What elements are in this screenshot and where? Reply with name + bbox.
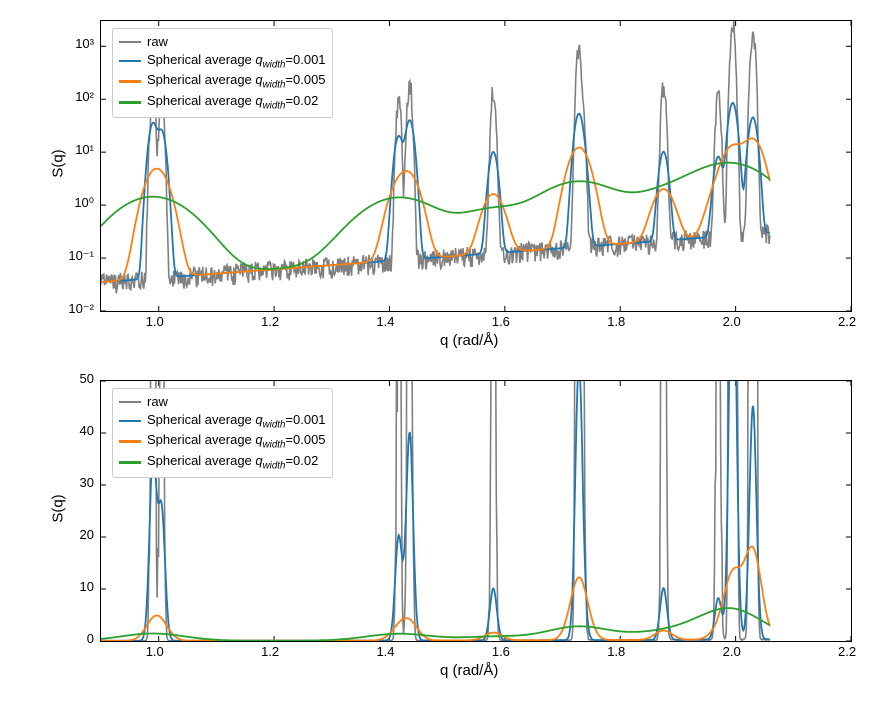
legend-top: rawSpherical average qwidth=0.001Spheric… [112,28,333,118]
legend-entry: raw [119,393,326,411]
legend-entry: Spherical average qwidth=0.001 [119,51,326,72]
xtick-label: 1.2 [261,644,279,659]
legend-label: Spherical average qwidth=0.001 [147,411,326,432]
ytick-label: 20 [80,527,94,542]
legend-swatch [119,440,141,443]
xtick-label: 1.4 [376,644,394,659]
xtick-label: 1.4 [376,314,394,329]
ytick-label: 10¹ [75,142,94,157]
ytick-label: 10⁻¹ [68,248,94,264]
ytick-label: 10⁰ [74,195,94,211]
legend-entry: Spherical average qwidth=0.005 [119,431,326,452]
legend-label: Spherical average qwidth=0.001 [147,51,326,72]
legend-entry: Spherical average qwidth=0.02 [119,452,326,473]
xtick-label: 1.6 [492,644,510,659]
ytick-label: 10 [80,579,94,594]
legend-swatch [119,401,141,404]
legend-label: Spherical average qwidth=0.02 [147,92,318,113]
xtick-label: 1.0 [146,314,164,329]
legend-label: Spherical average qwidth=0.005 [147,431,326,452]
ytick-label: 30 [80,475,94,490]
xtick-label: 1.0 [146,644,164,659]
ytick-label: 50 [80,371,94,386]
ytick-label: 0 [87,631,94,646]
legend-label: raw [147,33,168,51]
xtick-label: 1.8 [607,314,625,329]
legend-swatch [119,101,141,104]
ytick-label: 10⁻² [68,301,94,317]
legend-entry: Spherical average qwidth=0.001 [119,411,326,432]
ylabel: S(q) [50,134,67,194]
legend-entry: Spherical average qwidth=0.005 [119,71,326,92]
legend-entry: raw [119,33,326,51]
xtick-label: 1.6 [492,314,510,329]
figure-container: 1.0 1.2 1.4 1.6 1.8 2.0 2.2 10⁻² 10⁻¹ 10⁰ 10¹ 10² 10… [0,0,884,704]
legend-swatch [119,461,141,464]
xtick-label: 2.2 [838,314,856,329]
xtick-label: 2.2 [838,644,856,659]
xlabel: q (rad/Å) [440,662,498,679]
legend-entry: Spherical average qwidth=0.02 [119,92,326,113]
legend-label: raw [147,393,168,411]
legend-label: Spherical average qwidth=0.005 [147,71,326,92]
ytick-label: 40 [80,423,94,438]
legend-swatch [119,420,141,423]
ylabel: S(q) [50,479,67,539]
xlabel: q (rad/Å) [440,332,498,349]
legend-label: Spherical average qwidth=0.02 [147,452,318,473]
xtick-label: 1.8 [607,644,625,659]
legend-bottom: rawSpherical average qwidth=0.001Spheric… [112,388,333,478]
xtick-label: 2.0 [723,314,741,329]
ytick-label: 10² [75,89,94,104]
legend-swatch [119,41,141,44]
xtick-label: 1.2 [261,314,279,329]
legend-swatch [119,80,141,83]
ytick-label: 10³ [75,36,94,51]
xtick-label: 2.0 [723,644,741,659]
legend-swatch [119,60,141,63]
